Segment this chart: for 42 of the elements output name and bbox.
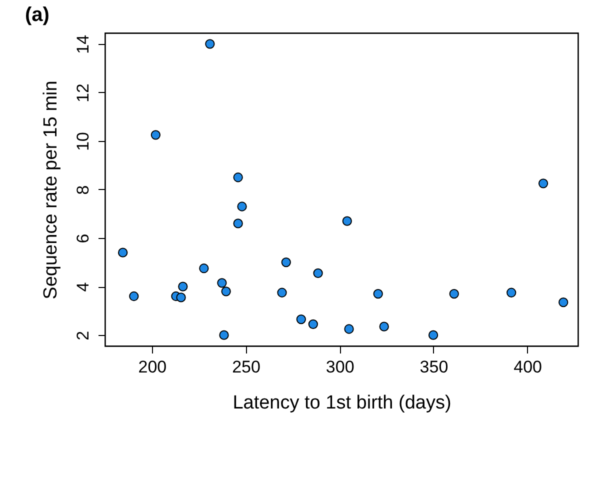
x-tick-label: 350 bbox=[420, 358, 448, 376]
y-tick-label: 6 bbox=[74, 234, 92, 244]
point bbox=[449, 289, 459, 299]
point bbox=[296, 314, 306, 324]
point bbox=[308, 319, 318, 329]
point bbox=[217, 278, 227, 288]
point bbox=[129, 291, 139, 302]
x-tick-label: 400 bbox=[514, 358, 542, 376]
point bbox=[150, 130, 161, 140]
point bbox=[205, 39, 215, 49]
point bbox=[233, 218, 243, 228]
point bbox=[176, 292, 186, 302]
point bbox=[118, 248, 128, 258]
point bbox=[281, 257, 291, 268]
y-tick-label: 4 bbox=[74, 282, 92, 292]
point bbox=[237, 202, 247, 212]
point bbox=[344, 324, 354, 334]
point bbox=[219, 330, 229, 340]
y-tick-label: 10 bbox=[74, 132, 92, 151]
point bbox=[538, 178, 548, 188]
x-axis-title: Latency to 1st birth (days) bbox=[232, 392, 452, 414]
chart-title: (a) bbox=[25, 4, 50, 26]
point bbox=[221, 286, 231, 296]
x-tick-label: 250 bbox=[232, 358, 260, 376]
point bbox=[379, 322, 389, 332]
point bbox=[506, 288, 516, 298]
y-tick-label: 12 bbox=[74, 83, 92, 102]
y-tick-label: 8 bbox=[74, 185, 92, 195]
point bbox=[199, 264, 209, 274]
point bbox=[558, 298, 568, 308]
y-axis-title: Sequence rate per 15 min bbox=[40, 80, 62, 300]
point bbox=[373, 289, 383, 299]
y-tick-label: 14 bbox=[74, 34, 92, 54]
point bbox=[342, 216, 352, 226]
point bbox=[428, 330, 438, 340]
y-tick-label: 2 bbox=[74, 330, 92, 340]
point bbox=[277, 288, 287, 298]
x-tick-label: 300 bbox=[326, 358, 354, 376]
point bbox=[313, 268, 323, 278]
point bbox=[233, 172, 243, 182]
point bbox=[178, 282, 188, 292]
x-tick-label: 200 bbox=[138, 358, 167, 376]
